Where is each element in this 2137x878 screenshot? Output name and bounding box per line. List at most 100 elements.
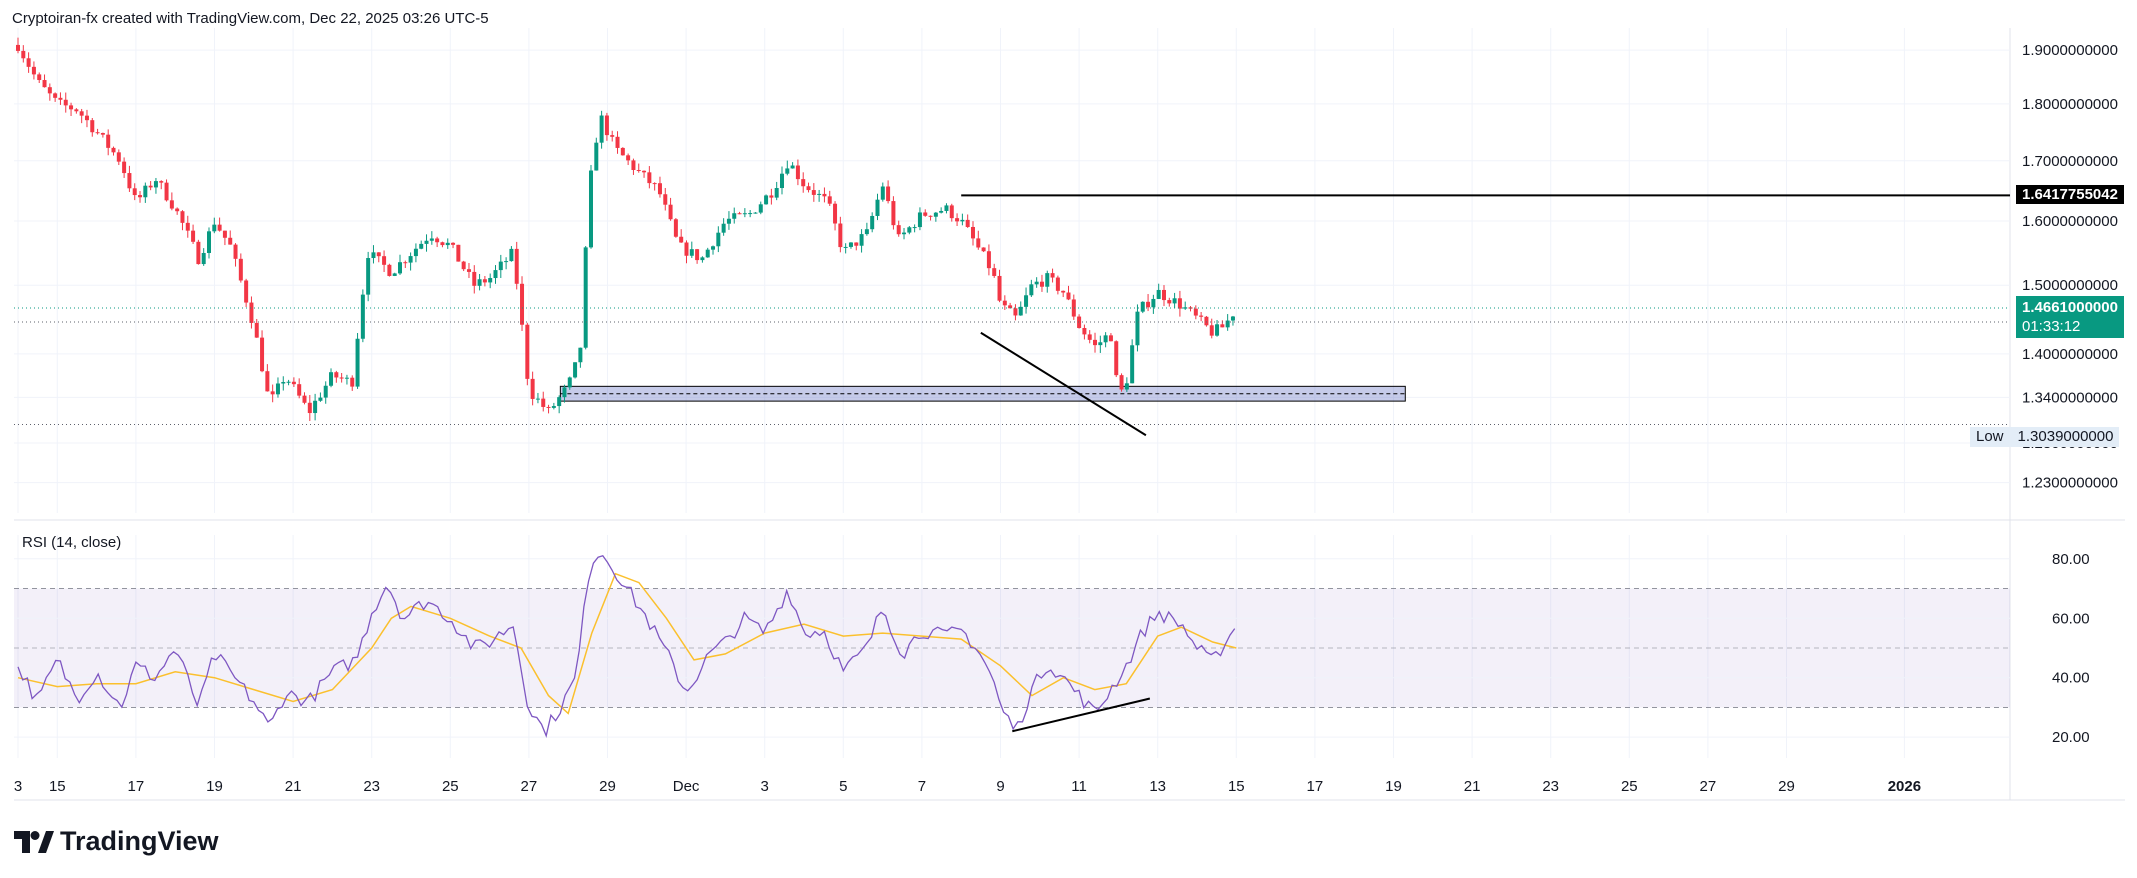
candle-body <box>822 193 827 197</box>
candle-body <box>111 147 116 153</box>
candle-body <box>986 251 991 269</box>
candle-body <box>785 168 790 174</box>
candle-body <box>504 261 509 263</box>
candle-body <box>1098 342 1103 346</box>
candle-body <box>1156 289 1161 299</box>
last-price-tag: 1.4661000000 01:33:12 <box>2016 295 2124 338</box>
time-tick-label: 29 <box>599 778 616 795</box>
candle-body <box>631 160 636 170</box>
candle-body <box>169 200 174 209</box>
candle-body <box>95 132 100 134</box>
candle-body <box>716 232 721 247</box>
candle-body <box>891 201 896 226</box>
candle-body <box>955 218 960 222</box>
candle-body <box>360 294 365 339</box>
support-zone[interactable] <box>559 385 1406 402</box>
candle-body <box>21 50 26 59</box>
candle-body <box>949 205 954 219</box>
candle-body <box>1146 301 1151 308</box>
candle-body <box>37 74 42 81</box>
candle-body <box>477 279 482 286</box>
candle-body <box>520 283 525 325</box>
rsi-indicator-title[interactable]: RSI (14, close) <box>22 534 122 551</box>
candle-body <box>413 248 418 257</box>
candle-body <box>663 194 668 205</box>
candle-body <box>705 249 710 258</box>
candle-body <box>456 244 461 262</box>
time-tick-label: 17 <box>128 778 145 795</box>
drawings[interactable] <box>14 194 2010 437</box>
candle-body <box>84 115 89 121</box>
candle-body <box>1140 301 1145 312</box>
candle-body <box>424 240 429 244</box>
candle-body <box>790 165 795 169</box>
candle-body <box>626 155 631 161</box>
candle-body <box>620 147 625 156</box>
candle-body <box>153 181 158 188</box>
candle-body <box>329 372 334 386</box>
candle-body <box>222 230 227 238</box>
candle-body <box>429 238 434 241</box>
candle-body <box>557 397 562 407</box>
candle-body <box>801 179 806 187</box>
candle-body <box>711 246 716 250</box>
candle-body <box>472 271 477 286</box>
candle-body <box>886 186 891 202</box>
candle-body <box>737 213 742 215</box>
candle-body <box>827 196 832 204</box>
candle-body <box>318 397 323 401</box>
candle-body <box>573 362 578 378</box>
candle-body <box>636 169 641 171</box>
candle-body <box>514 248 519 284</box>
candle-body <box>350 377 355 387</box>
candle-body <box>859 234 864 246</box>
candle-body <box>191 230 196 242</box>
candle-body <box>562 387 567 398</box>
candle-body <box>212 224 217 232</box>
candle-body <box>313 400 318 414</box>
candle-body <box>116 152 121 162</box>
candle-body <box>74 109 79 112</box>
rsi-tick-label: 20.00 <box>2052 729 2090 746</box>
time-axis[interactable]: 3 15 17 19 21 23 25 27 29 Dec 3 5 7 9 11 13 15 17 19 21 23 25… <box>14 778 1921 795</box>
candle-body <box>143 185 148 198</box>
candle-body <box>138 195 143 198</box>
rsi-tick-label: 80.00 <box>2052 551 2090 568</box>
price-tick-label: 1.7000000000 <box>2022 153 2118 170</box>
candle-body <box>16 44 20 51</box>
candle-body <box>1193 308 1198 316</box>
candle-body <box>615 136 620 148</box>
candle-body <box>1061 290 1066 293</box>
tradingview-logo[interactable]: TradingView <box>14 826 219 857</box>
candle-body <box>1124 383 1129 390</box>
candle-body <box>175 208 180 212</box>
tradingview-logo-icon <box>14 830 54 853</box>
candle-body <box>275 383 280 395</box>
candle-body <box>551 406 556 408</box>
candle-body <box>196 241 201 265</box>
candle-body <box>912 227 917 229</box>
candle-body <box>535 398 540 400</box>
candle-body <box>1119 375 1124 390</box>
low-price-tag: Low 1.3039000000 <box>1970 427 2120 447</box>
candle-body <box>1103 335 1108 343</box>
candle-body <box>1225 320 1230 328</box>
rsi-axis[interactable]: 80.00 60.00 40.00 20.00 <box>2052 551 2090 746</box>
candle-body <box>1177 298 1182 309</box>
candle-body <box>965 219 970 227</box>
candle-body <box>1045 273 1050 287</box>
candle-body <box>732 213 737 219</box>
chart-attribution: Cryptoiran-fx created with TradingView.c… <box>12 10 489 27</box>
horizontal-line-price-tag: 1.6417755042 <box>2016 185 2124 205</box>
candle-body <box>546 406 551 408</box>
candle-body <box>838 223 843 248</box>
candle-body <box>201 252 206 265</box>
price-tick-label: 1.8000000000 <box>2022 96 2118 113</box>
price-axis[interactable]: 1.9000000000 1.8000000000 1.7000000000 1.60… <box>2022 42 2118 491</box>
candle-body <box>848 242 853 247</box>
candle-body <box>1114 341 1119 376</box>
candle-body <box>307 402 312 414</box>
candle-body <box>726 218 731 224</box>
candle-body <box>238 258 243 281</box>
